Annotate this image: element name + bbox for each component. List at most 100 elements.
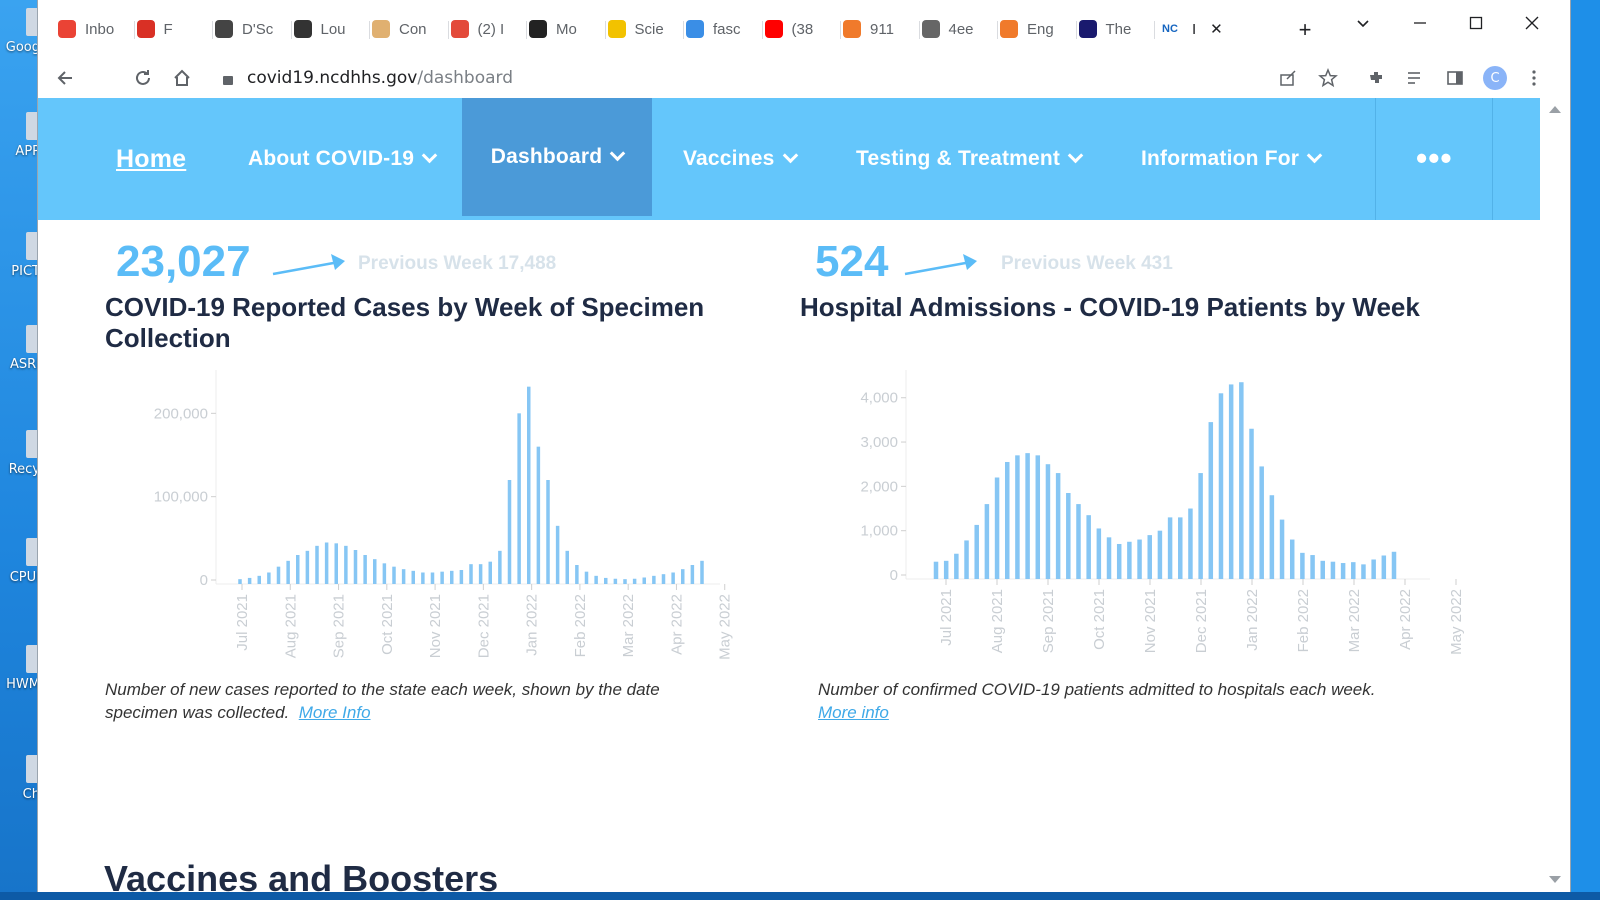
- chart-bar: [267, 572, 271, 584]
- browser-tab[interactable]: (2) I: [450, 14, 527, 44]
- address-bar[interactable]: covid19.ncdhhs.gov/dashboard: [223, 60, 1283, 96]
- x-tick-label: Jul 2021: [938, 589, 955, 646]
- x-tick-label: Mar 2022: [620, 594, 637, 657]
- extensions-icon[interactable]: [1361, 63, 1391, 93]
- x-tick-label: Nov 2021: [427, 594, 444, 658]
- close-window-button[interactable]: [1517, 8, 1547, 38]
- desktop-icon[interactable]: Recy: [0, 430, 40, 477]
- x-tick-label: Jan 2022: [1244, 589, 1261, 651]
- cases-chart-title: COVID-19 Reported Cases by Week of Speci…: [105, 292, 705, 353]
- tab-title: Inbo: [85, 20, 115, 38]
- page-scrollbar[interactable]: [1540, 98, 1570, 893]
- hospital-chart-title: Hospital Admissions - COVID-19 Patients …: [800, 292, 1420, 322]
- nav-vaccines[interactable]: Vaccines: [683, 98, 798, 220]
- scroll-up-arrow-icon[interactable]: [1549, 106, 1561, 113]
- chart-bar: [1147, 535, 1152, 579]
- chart-bar: [247, 577, 252, 584]
- profile-avatar[interactable]: C: [1480, 63, 1510, 93]
- chart-bar: [1178, 517, 1183, 579]
- shield-icon: [686, 20, 704, 38]
- browser-tab[interactable]: (38: [764, 14, 841, 44]
- back-button[interactable]: [50, 63, 80, 93]
- browser-tab[interactable]: 911: [843, 14, 920, 44]
- desktop-icon[interactable]: ASRI: [0, 325, 40, 372]
- tab-separator: [526, 21, 527, 39]
- minimize-button[interactable]: [1405, 8, 1435, 38]
- browser-tab[interactable]: The: [1078, 14, 1155, 44]
- section-heading-vaccines: Vaccines and Boosters: [104, 858, 499, 893]
- chart-bar: [1045, 464, 1051, 579]
- nav-dashboard[interactable]: Dashboard: [462, 98, 652, 216]
- chart-bar: [1096, 528, 1102, 579]
- x-tick-label: Apr 2022: [668, 594, 685, 655]
- chart-bar: [671, 572, 675, 584]
- chart-bar: [1157, 530, 1163, 579]
- reload-button[interactable]: [128, 63, 158, 93]
- chart-bar: [344, 545, 348, 584]
- chart-bar: [632, 578, 637, 584]
- browser-tab[interactable]: NC I ✕: [1157, 14, 1252, 44]
- side-panel-icon[interactable]: [1440, 63, 1470, 93]
- y-tick-label: 200,000: [154, 405, 208, 422]
- nav-home-link[interactable]: Home: [116, 144, 187, 173]
- desktop-icon-label: CPUI: [9, 570, 40, 585]
- cases-more-info-link[interactable]: More Info: [298, 703, 371, 722]
- desktop-shortcut-icon: [26, 430, 40, 458]
- chart-bar: [440, 571, 444, 584]
- browser-tab[interactable]: Eng: [1000, 14, 1077, 44]
- nav-information-for[interactable]: Information For: [1141, 98, 1323, 220]
- chart-bar: [974, 524, 979, 579]
- desktop-icon[interactable]: PICT: [0, 232, 40, 279]
- chart-bar: [613, 578, 618, 584]
- desktop-icon[interactable]: Goog: [0, 8, 40, 55]
- maximize-button[interactable]: [1461, 8, 1491, 38]
- chart-bar: [257, 575, 261, 584]
- browser-tab[interactable]: Scie: [607, 14, 684, 44]
- chart-bar: [642, 577, 646, 584]
- browser-tab[interactable]: F: [136, 14, 213, 44]
- nav-more-button[interactable]: •••: [1375, 98, 1540, 220]
- chart-bar: [488, 561, 492, 584]
- y-tick-label: 2,000: [860, 478, 898, 495]
- tab-search-icon[interactable]: [1348, 8, 1378, 38]
- hospital-bar-chart: 0 1,000 2,000 3,000 4,000 Jul 2021 Aug 2021 Sep…: [860, 370, 1465, 655]
- tab-title: fasc: [713, 20, 741, 38]
- desktop-icon[interactable]: CPUI: [0, 538, 40, 585]
- chart-bar: [1249, 428, 1254, 579]
- reading-list-icon[interactable]: [1400, 63, 1430, 93]
- bookmark-star-icon[interactable]: [1313, 63, 1343, 93]
- hospital-current-count: 524: [815, 237, 889, 286]
- share-icon[interactable]: [1273, 63, 1303, 93]
- new-tab-button[interactable]: +: [1298, 17, 1312, 42]
- scroll-down-arrow-icon[interactable]: [1549, 876, 1561, 883]
- hospital-more-info-link[interactable]: More info: [818, 703, 889, 722]
- bird-icon: [293, 20, 312, 38]
- chart-bar: [933, 561, 939, 579]
- browser-tab[interactable]: Con: [372, 14, 449, 44]
- desktop-icon[interactable]: APP: [0, 112, 40, 159]
- chart-bar: [1116, 543, 1122, 579]
- desktop-icon-label: Ch: [22, 787, 40, 802]
- home-button[interactable]: [167, 63, 197, 93]
- browser-menu-icon[interactable]: [1519, 63, 1549, 93]
- chart-bar: [238, 579, 242, 584]
- chart-bar: [507, 480, 512, 584]
- desktop-icon[interactable]: Ch: [0, 755, 40, 802]
- chart-bar: [1228, 384, 1234, 579]
- desktop-icon-label: ASRI: [9, 357, 40, 372]
- nav-testing-treatment[interactable]: Testing & Treatment: [856, 98, 1084, 220]
- x-tick-label: Mar 2022: [1346, 589, 1363, 652]
- browser-tab[interactable]: 4ee: [921, 14, 998, 44]
- browser-tab[interactable]: fasc: [686, 14, 763, 44]
- browser-tab[interactable]: Inbo: [58, 14, 135, 44]
- browser-tab[interactable]: Lou: [293, 14, 370, 44]
- tab-separator: [133, 21, 135, 39]
- desktop-icon-label: Goog: [5, 40, 40, 55]
- nav-about-covid[interactable]: About COVID-19: [248, 98, 438, 220]
- browser-tab[interactable]: Mo: [529, 14, 606, 44]
- close-tab-icon[interactable]: ✕: [1210, 20, 1223, 38]
- browser-tab[interactable]: D'Sc: [215, 14, 292, 44]
- chart-bar: [594, 575, 598, 584]
- chart-bar: [623, 579, 627, 584]
- desktop-icon[interactable]: HWM: [0, 645, 40, 692]
